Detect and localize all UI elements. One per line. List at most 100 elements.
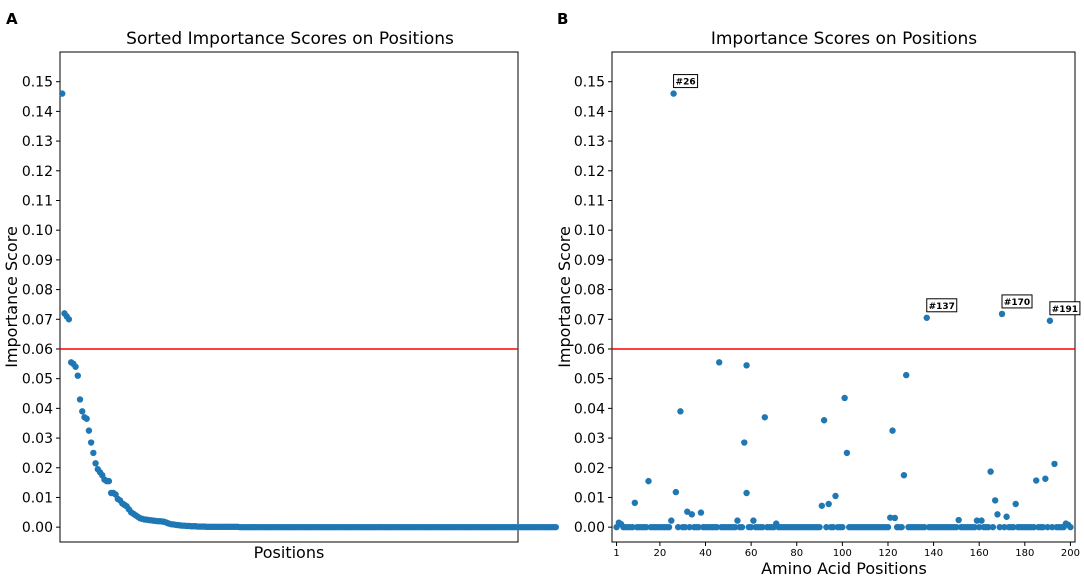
- panel-b-point: [891, 514, 899, 522]
- panel-b-point: [741, 439, 748, 446]
- panel-b-annotation-box: [1001, 294, 1033, 309]
- panel-b-point: [670, 90, 677, 97]
- panel-a-point: [65, 316, 73, 323]
- panel-b-y-tick-label: 0.08: [574, 283, 605, 299]
- panel-b-annotation-label: #191: [1052, 305, 1078, 315]
- panel-a-y-tick-label: 0.08: [22, 283, 53, 299]
- panel-b-point: [743, 489, 750, 497]
- panel-a-y-tick-label: 0.05: [22, 372, 53, 388]
- panel-b-plot-frame: [611, 51, 1076, 543]
- panel-b-point: [695, 523, 702, 531]
- panel-a-y-tick-label: 0.00: [22, 520, 53, 536]
- panel-b-point: [686, 523, 693, 531]
- panel-a-y-tick-label: 0.12: [22, 164, 53, 180]
- panel-b-point: [1010, 523, 1017, 531]
- panel-b-point: [898, 523, 905, 531]
- panel-a-y-label: Importance Score: [2, 226, 21, 368]
- panel-a-point: [90, 449, 97, 457]
- panel-a-x-label: Positions: [254, 543, 325, 562]
- panel-b-point: [1048, 523, 1056, 531]
- panel-a-y-tick-label: 0.10: [22, 223, 53, 239]
- panel-b-point: [1039, 523, 1047, 531]
- panel-b-x-tick-label: 60: [745, 548, 758, 559]
- panel-b-point: [823, 523, 830, 531]
- panel-a-point: [76, 396, 84, 403]
- panel-b-point: [1067, 523, 1074, 531]
- panel-b-x-tick-label: 120: [878, 548, 897, 559]
- panel-b-y-tick-label: 0.05: [574, 372, 605, 388]
- panel-b-point: [816, 523, 823, 531]
- panel-b-point: [825, 500, 832, 508]
- panel-b-point: [839, 523, 846, 531]
- panel-b-point: [629, 523, 636, 531]
- panel-b-point: [887, 514, 894, 521]
- panel-b-y-tick-label: 0.03: [574, 431, 605, 447]
- panel-b-point: [903, 371, 910, 379]
- panel-a-y-tick-label: 0.13: [22, 134, 53, 150]
- panel-b-y-tick-label: 0.06: [574, 342, 605, 358]
- panel-b-y-tick-label: 0.02: [574, 461, 605, 477]
- panel-a-point: [552, 523, 559, 531]
- panel-b-point: [665, 523, 673, 531]
- panel-a-y-tick-label: 0.02: [22, 461, 53, 477]
- panel-b-point: [991, 497, 999, 504]
- panel-a-y-tick-label: 0.04: [22, 401, 53, 417]
- panel-b-point: [998, 310, 1006, 318]
- panel-b-x-tick-label: 80: [790, 548, 803, 559]
- panel-b-x-label: Amino Acid Positions: [761, 559, 927, 578]
- panel-a-point: [59, 90, 66, 97]
- panel-a-y-tick-label: 0.09: [22, 253, 53, 269]
- panel-b-point: [672, 488, 680, 496]
- panel-b-annotation: #170: [1001, 294, 1033, 309]
- panel-b-y-label: Importance Score: [555, 226, 574, 368]
- panel-b-x-axis: 1 20 40 60 80 100 120 140 160 180 200: [613, 542, 1080, 559]
- panel-a-point: [72, 363, 79, 370]
- panel-b-point: [1046, 317, 1054, 324]
- panel-b-y-tick-label: 0.11: [574, 193, 605, 209]
- panel-b-y-tick-label: 0.14: [574, 104, 605, 120]
- panel-b-point: [715, 359, 723, 366]
- panel-b-annotation-label: #170: [1004, 298, 1030, 308]
- panel-b: B Importance Scores on Positions 0.000.0…: [555, 10, 1081, 578]
- panel-b-x-tick-label: 1: [613, 548, 619, 559]
- panel-b-point: [697, 509, 705, 516]
- panel-b-point: [645, 477, 652, 485]
- panel-b-point: [770, 523, 778, 531]
- panel-b-point: [750, 517, 757, 524]
- panel-b-point: [1030, 523, 1038, 531]
- panel-b-annotation-box: [926, 298, 958, 313]
- panel-b-point: [955, 516, 962, 524]
- panel-b-point: [747, 523, 755, 531]
- panel-a-point: [85, 427, 93, 434]
- panel-a: A Sorted Importance Scores on Positions …: [2, 10, 559, 562]
- panel-a-y-tick-label: 0.03: [22, 431, 53, 447]
- panel-b-point: [743, 362, 750, 369]
- panel-b-point: [843, 449, 851, 457]
- panel-b-point: [759, 523, 766, 531]
- panel-a-point: [74, 372, 81, 379]
- panel-b-point: [973, 517, 981, 524]
- panel-b-point: [884, 523, 892, 531]
- panel-b-annotation-box: [1049, 301, 1081, 316]
- panel-b-point: [832, 492, 839, 500]
- panel-b-point: [971, 523, 978, 531]
- panel-b-point: [818, 502, 826, 509]
- panel-b-point: [681, 523, 689, 531]
- panel-b-x-tick-label: 20: [654, 548, 667, 559]
- panel-b-point: [1033, 477, 1040, 484]
- panel-b-y-tick-label: 0.10: [574, 223, 605, 239]
- panel-b-point: [613, 523, 620, 531]
- panel-b-point: [738, 523, 746, 531]
- panel-b-annotation-label: #26: [676, 78, 696, 88]
- panel-a-y-axis: 0.00 0.01 0.02 0.03 0.04 0.05 0.06 0.07 0.08 0.09…: [22, 75, 60, 536]
- panel-b-x-tick-label: 180: [1015, 548, 1034, 559]
- panel-b-point: [1012, 500, 1019, 508]
- panel-b-y-tick-label: 0.15: [574, 75, 605, 91]
- panel-b-annotation-box: [673, 74, 699, 89]
- panel-b-y-tick-label: 0.12: [574, 164, 605, 180]
- panel-b-point: [1044, 523, 1051, 531]
- panel-b-point: [987, 468, 994, 475]
- panel-b-point: [830, 523, 837, 531]
- panel-b-point: [731, 523, 739, 531]
